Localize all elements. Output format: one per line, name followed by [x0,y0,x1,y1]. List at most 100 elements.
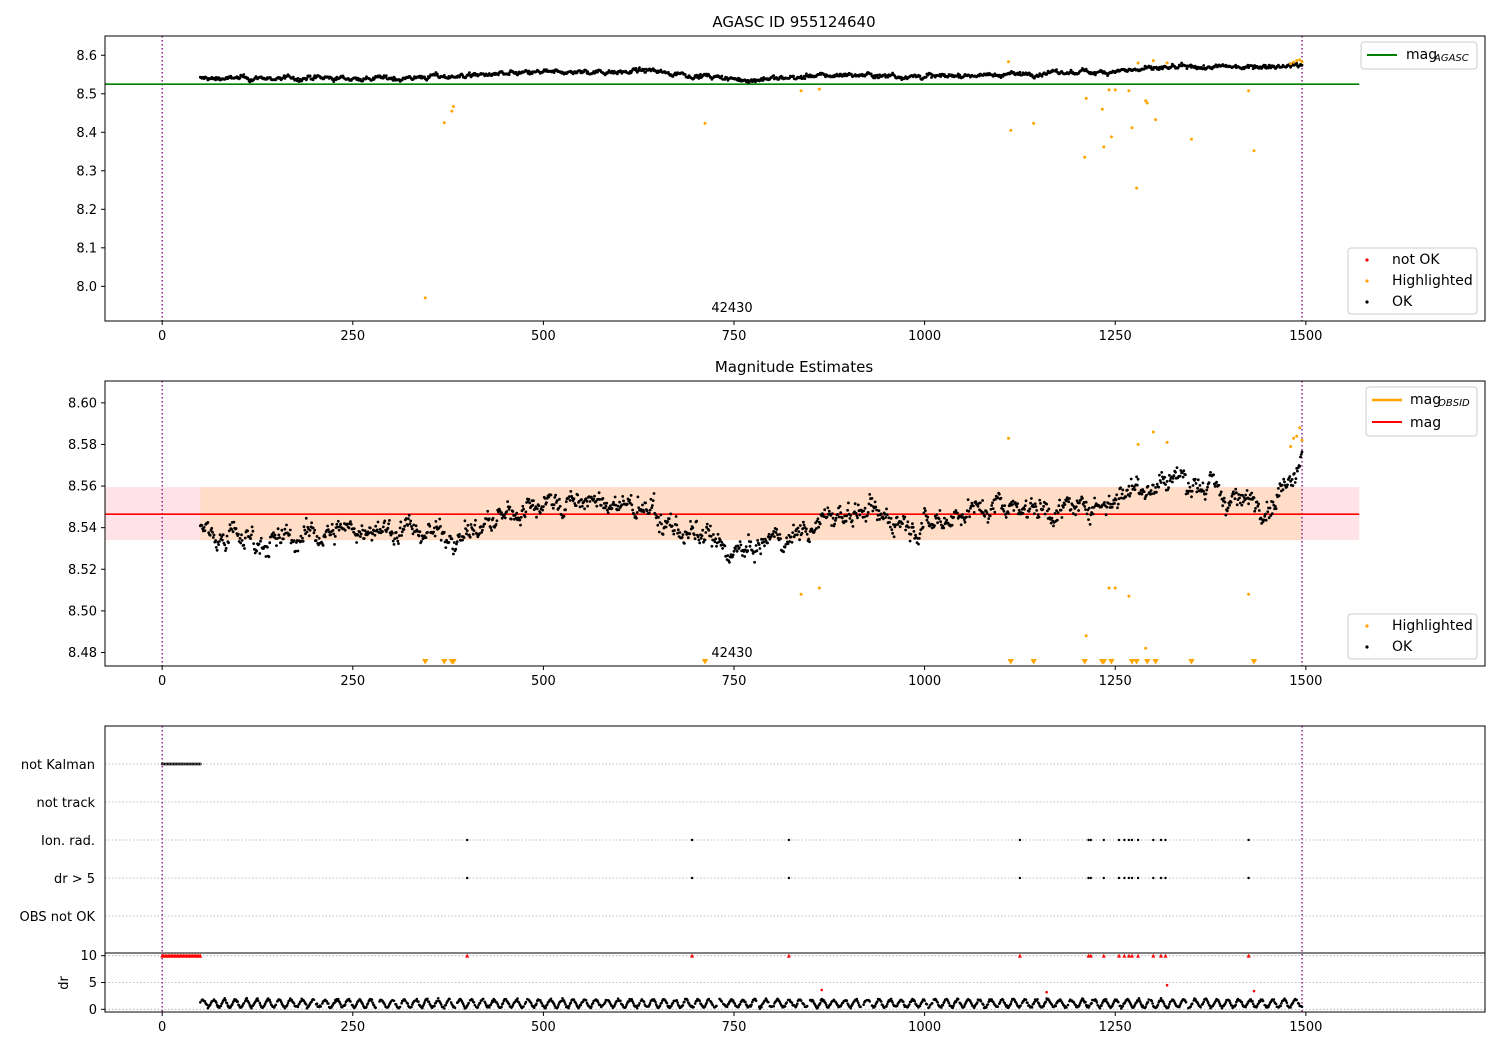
highlighted-below-range-marker [1007,659,1014,665]
ok-point [1055,68,1058,71]
dr-capped-marker [1101,953,1106,958]
ok-point [903,515,907,519]
ok-point [1291,484,1295,488]
dr-ok-point [855,997,859,1001]
ok-point [726,554,730,557]
ok-point [1093,496,1096,500]
dr-ok-point [925,1003,929,1006]
dr-ok-point [681,1004,685,1007]
dr-ok-point [1295,998,1298,1002]
ok-point [714,537,718,541]
ok-point [883,73,887,76]
ok-point [468,535,472,539]
ok-point [1193,477,1197,481]
ok-point [1045,502,1048,506]
ok-point [993,510,997,514]
ok-point [273,533,277,537]
ok-point [428,524,432,528]
dr-ok-point [996,1005,1000,1008]
dr-ok-point [1030,1006,1034,1009]
ok-point [452,552,455,556]
ok-point [352,527,356,530]
dr-ok-point [956,997,960,1001]
ok-point [738,540,742,543]
flag-point-not-kalman [160,762,164,766]
dr-ok-point [433,1004,436,1008]
dr-ok-point [760,1005,763,1009]
ok-point [705,525,708,529]
y-tick-label: 8.5 [76,87,97,102]
dr-ok-point [616,997,620,1000]
highlighted-point [1295,59,1299,63]
ok-point [778,533,782,536]
x-tick-label: 500 [531,329,556,344]
dr-ok-point [426,997,429,1001]
dr-ok-point [591,1001,595,1005]
ok-point [674,515,678,518]
ok-point [329,533,333,537]
ok-point [1232,492,1236,496]
y-tick-label: 8.2 [76,203,97,218]
flag-point-not-kalman [177,762,181,766]
ok-point [279,541,283,544]
y-tick-label: 8.6 [76,49,97,64]
ok-point [853,502,857,506]
ok-point [939,520,942,523]
ok-point [394,531,398,534]
flag-point-ion-rad [1102,838,1106,842]
ok-point [978,501,982,505]
ok-point [237,532,240,536]
ok-point [1163,475,1167,479]
flag-point-dr-gt-5 [1152,876,1155,880]
ok-point [1058,498,1061,502]
ok-point [554,493,557,497]
dr-ok-point [885,1005,888,1008]
flag-point-not-kalman [197,762,201,766]
ok-point [866,511,870,514]
ok-point [251,529,255,533]
ok-point [593,494,596,498]
ok-point [831,512,834,515]
ok-point [1124,495,1128,498]
ok-point [816,517,820,521]
ok-point [1160,471,1164,474]
ok-point [1180,61,1183,65]
highlighted-point [423,296,427,300]
ok-point [402,528,406,531]
ok-point [1035,509,1039,512]
ok-point [374,524,378,528]
highlighted-point [1136,442,1140,446]
ok-point [914,533,917,537]
ok-point [1233,497,1237,501]
dr-ok-point [236,1000,239,1003]
ok-point [543,497,547,500]
x-tick-label: 0 [158,1020,166,1035]
dr-ok-point [1272,998,1276,1001]
ok-point [868,493,872,496]
dr-ok-point [423,1001,426,1004]
flag-point-not-kalman [168,762,172,766]
highlighted-below-range-marker [1081,659,1088,665]
ok-point [276,527,280,531]
ok-point [1185,489,1189,493]
ok-point [280,528,284,532]
ok-point [720,74,724,78]
ok-point [873,500,877,504]
ok-point [875,518,879,522]
ok-point [697,77,701,80]
ok-point [500,516,504,520]
dr-ok-point [1289,1006,1292,1009]
ok-point [937,517,941,521]
highlighted-point [1292,60,1296,64]
dr-ok-point [772,1004,775,1008]
ok-point [693,533,696,537]
ok-point [989,507,993,511]
x-tick-label: 750 [722,674,747,689]
ok-point [1202,490,1206,493]
dr-ok-point [600,1005,603,1009]
ok-point [1155,482,1159,486]
ok-point [557,506,560,510]
ok-point [617,508,621,511]
ok-point [892,535,896,539]
